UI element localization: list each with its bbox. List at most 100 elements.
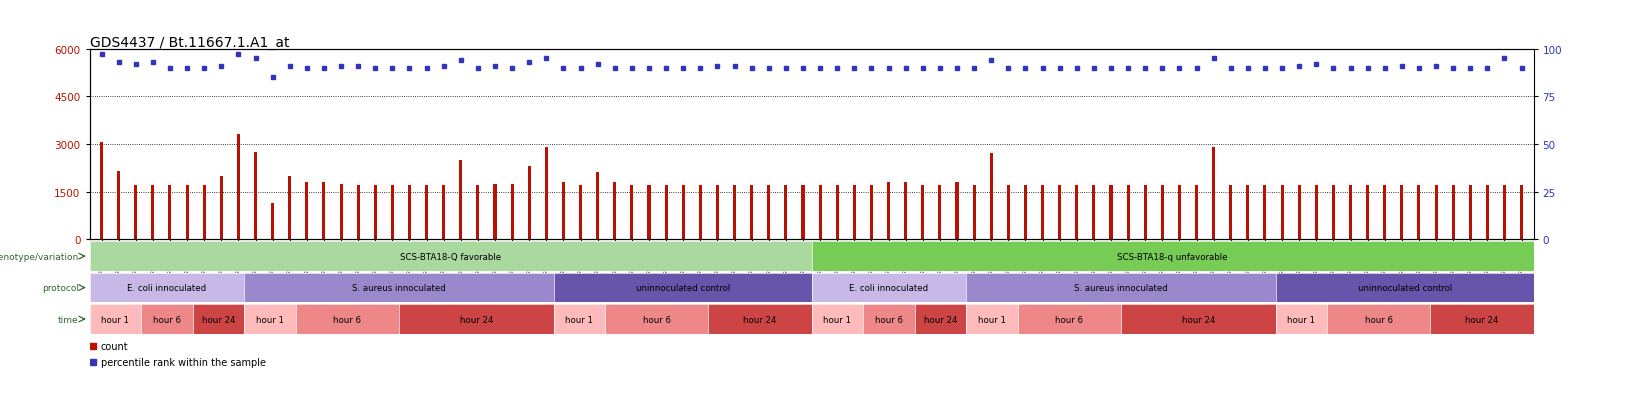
- Text: S. aureus innoculated: S. aureus innoculated: [352, 283, 446, 292]
- Text: hour 1: hour 1: [565, 315, 594, 324]
- Bar: [1350, 186, 1351, 240]
- Bar: [409, 186, 410, 240]
- Bar: [716, 186, 720, 240]
- Bar: [1092, 186, 1096, 240]
- Bar: [1213, 148, 1214, 240]
- Bar: [459, 160, 462, 240]
- Text: GDS4437 / Bt.11667.1.A1_at: GDS4437 / Bt.11667.1.A1_at: [90, 36, 290, 50]
- Bar: [1263, 186, 1267, 240]
- Text: S. aureus innoculated: S. aureus innoculated: [1074, 283, 1167, 292]
- Bar: [527, 167, 531, 240]
- Bar: [1143, 186, 1146, 240]
- Bar: [785, 186, 788, 240]
- Text: hour 24: hour 24: [923, 315, 957, 324]
- Bar: [835, 186, 838, 240]
- Bar: [869, 186, 873, 240]
- Bar: [1384, 186, 1387, 240]
- Bar: [562, 183, 565, 240]
- Text: time: time: [59, 315, 78, 324]
- Bar: [220, 176, 223, 240]
- Text: percentile rank within the sample: percentile rank within the sample: [101, 357, 265, 367]
- Bar: [614, 183, 617, 240]
- Bar: [938, 186, 941, 240]
- Bar: [956, 183, 959, 240]
- Text: uninnoculated control: uninnoculated control: [635, 283, 729, 292]
- Bar: [1400, 186, 1403, 240]
- Bar: [1332, 186, 1335, 240]
- Text: hour 6: hour 6: [874, 315, 904, 324]
- Bar: [391, 186, 394, 240]
- Bar: [733, 186, 736, 240]
- Bar: [853, 186, 856, 240]
- Bar: [133, 186, 137, 240]
- Bar: [202, 186, 205, 240]
- Bar: [340, 184, 342, 240]
- Bar: [493, 184, 497, 240]
- Bar: [425, 186, 428, 240]
- Bar: [596, 173, 599, 240]
- Bar: [767, 186, 770, 240]
- Text: hour 6: hour 6: [334, 315, 361, 324]
- Bar: [904, 183, 907, 240]
- Bar: [1229, 186, 1232, 240]
- Bar: [1024, 186, 1027, 240]
- Bar: [819, 186, 822, 240]
- Bar: [1074, 186, 1078, 240]
- Bar: [322, 183, 326, 240]
- Bar: [99, 143, 103, 240]
- Bar: [1195, 186, 1198, 240]
- Bar: [511, 184, 514, 240]
- Bar: [1434, 186, 1438, 240]
- Bar: [751, 186, 754, 240]
- Bar: [254, 152, 257, 240]
- Text: hour 6: hour 6: [1364, 315, 1394, 324]
- Text: hour 1: hour 1: [978, 315, 1006, 324]
- Bar: [545, 148, 549, 240]
- Text: genotype/variation: genotype/variation: [0, 252, 78, 261]
- Bar: [972, 186, 975, 240]
- Bar: [1127, 186, 1130, 240]
- Bar: [682, 186, 685, 240]
- Text: hour 6: hour 6: [643, 315, 671, 324]
- Text: hour 24: hour 24: [744, 315, 777, 324]
- Text: uninnoculated control: uninnoculated control: [1358, 283, 1452, 292]
- Bar: [664, 186, 667, 240]
- Text: hour 6: hour 6: [153, 315, 181, 324]
- Bar: [151, 186, 155, 240]
- Bar: [648, 186, 651, 240]
- Bar: [1315, 186, 1317, 240]
- Bar: [580, 186, 583, 240]
- Bar: [1058, 186, 1061, 240]
- Text: hour 6: hour 6: [1055, 315, 1083, 324]
- Bar: [306, 183, 308, 240]
- Bar: [630, 186, 633, 240]
- Text: SCS-BTA18-q unfavorable: SCS-BTA18-q unfavorable: [1117, 252, 1228, 261]
- Bar: [236, 135, 239, 240]
- Bar: [168, 186, 171, 240]
- Bar: [698, 186, 702, 240]
- Bar: [1109, 186, 1112, 240]
- Bar: [1503, 186, 1506, 240]
- Bar: [921, 186, 925, 240]
- Bar: [1366, 186, 1369, 240]
- Bar: [801, 186, 804, 240]
- Text: hour 24: hour 24: [459, 315, 493, 324]
- Bar: [1298, 186, 1301, 240]
- Text: E. coli innoculated: E. coli innoculated: [127, 283, 207, 292]
- Bar: [1281, 186, 1283, 240]
- Bar: [357, 186, 360, 240]
- Bar: [1486, 186, 1490, 240]
- Text: count: count: [101, 341, 129, 351]
- Text: hour 1: hour 1: [824, 315, 851, 324]
- Bar: [1006, 186, 1009, 240]
- Text: hour 1: hour 1: [256, 315, 283, 324]
- Text: E. coli innoculated: E. coli innoculated: [850, 283, 928, 292]
- Bar: [374, 186, 376, 240]
- Bar: [272, 203, 274, 240]
- Bar: [1468, 186, 1472, 240]
- Text: hour 1: hour 1: [101, 315, 129, 324]
- Bar: [186, 186, 189, 240]
- Bar: [1179, 186, 1180, 240]
- Bar: [1418, 186, 1421, 240]
- Bar: [1040, 186, 1044, 240]
